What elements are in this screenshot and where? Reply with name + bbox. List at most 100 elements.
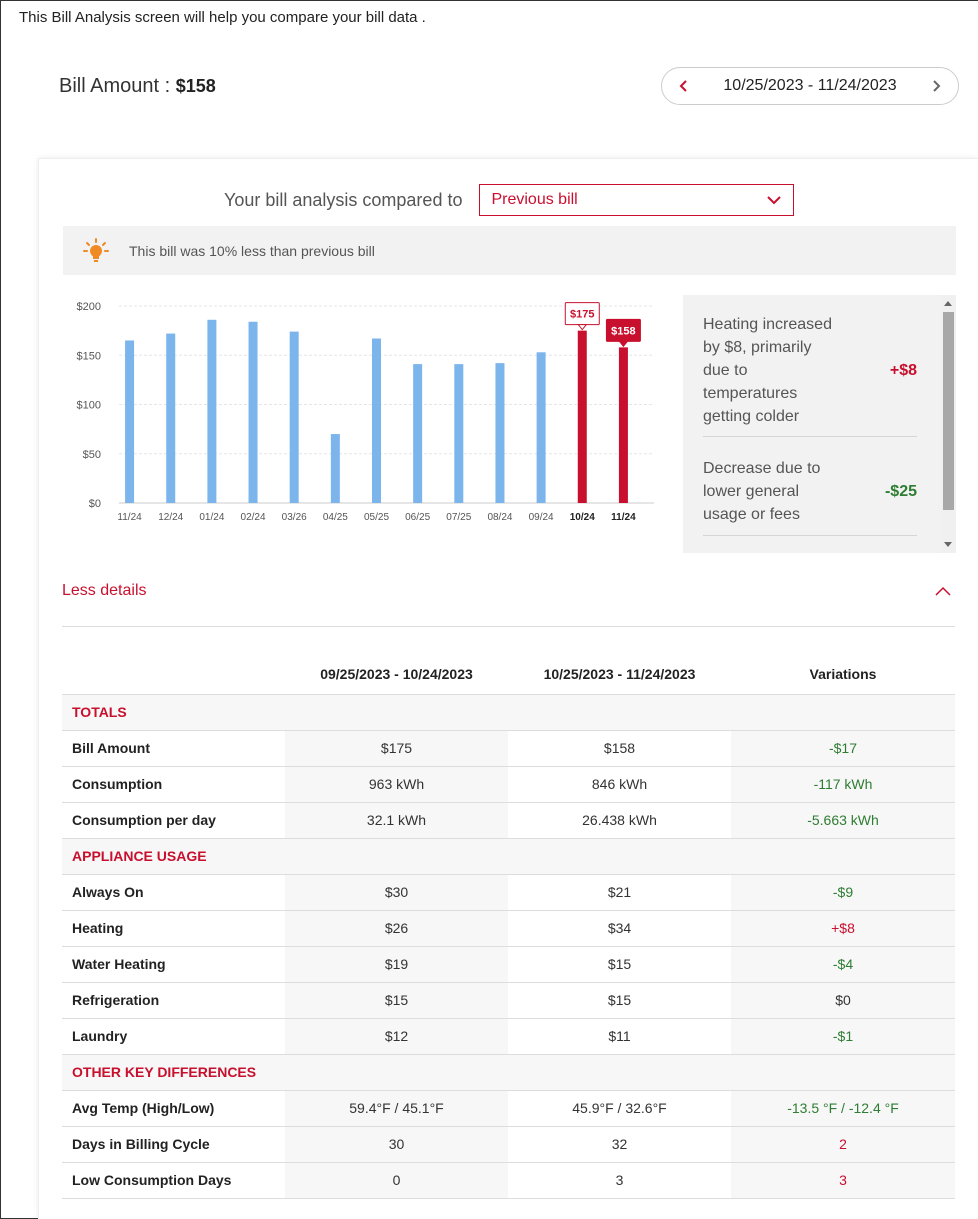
variation-value: -117 kWh: [731, 766, 955, 803]
previous-value: $175: [285, 730, 508, 767]
breakdown-item-value: -$25: [884, 482, 917, 500]
current-value: 846 kWh: [508, 766, 731, 803]
bill-amount-label: Bill Amount :: [59, 75, 176, 97]
data-label: $175: [570, 309, 594, 321]
previous-value: 0: [285, 1162, 508, 1199]
previous-value: $15: [285, 982, 508, 1019]
chart-bar: [289, 331, 299, 503]
current-value: $21: [508, 874, 731, 911]
chevron-right-icon: [933, 80, 941, 92]
comparison-table: 09/25/2023 - 10/24/2023 10/25/2023 - 11/…: [62, 654, 955, 1199]
table-row: Refrigeration $15 $15 $0: [62, 982, 955, 1019]
tip-banner: This bill was 10% less than previous bil…: [63, 226, 956, 275]
compare-label: Your bill analysis compared to: [224, 189, 463, 210]
current-value: $15: [508, 982, 731, 1019]
variation-value: 2: [731, 1126, 955, 1163]
table-row: Laundry $12 $11 -$1: [62, 1018, 955, 1055]
chart-bar: [125, 340, 135, 503]
x-tick-label: 02/24: [241, 512, 266, 523]
table-row: Days in Billing Cycle 30 32 2: [62, 1126, 955, 1163]
intro-text: This Bill Analysis screen will help you …: [19, 9, 426, 26]
y-tick-label: $150: [77, 350, 101, 362]
chart-bar: [413, 364, 423, 503]
breakdown-item-value: +$8: [889, 361, 917, 379]
table-header-blank: [62, 654, 285, 695]
chevron-left-icon: [679, 80, 687, 92]
x-tick-label: 07/25: [446, 512, 471, 523]
billing-period-range: 10/25/2023 - 11/24/2023: [723, 77, 897, 94]
scrollbar-thumb[interactable]: [943, 312, 954, 510]
variation-value: -$1: [731, 1018, 955, 1055]
row-label: Water Heating: [62, 946, 285, 983]
lightbulb-icon: [83, 237, 109, 262]
previous-value: 963 kWh: [285, 766, 508, 803]
previous-period-button[interactable]: [674, 76, 694, 96]
current-value: $15: [508, 946, 731, 983]
x-tick-label: 03/26: [282, 512, 307, 523]
variation-value: $0: [731, 982, 955, 1019]
chart-bar: [207, 319, 217, 503]
table-row: Avg Temp (High/Low) 59.4°F / 45.1°F 45.9°F…: [62, 1090, 955, 1127]
compare-row: Your bill analysis compared to Previous …: [224, 184, 795, 216]
current-value: 26.438 kWh: [508, 802, 731, 839]
x-tick-label: 12/24: [158, 512, 183, 523]
section-title: TOTALS: [62, 694, 955, 731]
y-tick-label: $200: [77, 301, 101, 313]
row-label: Refrigeration: [62, 982, 285, 1019]
chart-bar: [166, 333, 176, 503]
table-header-current-period: 10/25/2023 - 11/24/2023: [508, 654, 731, 695]
y-tick-label: $0: [89, 498, 101, 510]
current-value: $34: [508, 910, 731, 947]
details-toggle[interactable]: Less details: [62, 582, 955, 627]
chevron-up-icon: [935, 586, 951, 596]
scroll-down-arrow-icon[interactable]: [944, 542, 952, 547]
chart-bar: [454, 364, 464, 503]
table-row: Consumption 963 kWh 846 kWh -117 kWh: [62, 766, 955, 803]
bill-amount-value: $158: [175, 76, 216, 96]
chevron-down-icon: [767, 195, 782, 204]
details-toggle-label: Less details: [62, 582, 147, 599]
row-label: Consumption: [62, 766, 285, 803]
comparison-table-body: TOTALS Bill Amount $175 $158 -$17 Consumption…: [62, 694, 955, 1199]
breakdown-item: Heating increased by $8, primarily due t…: [703, 305, 917, 437]
table-row: Heating $26 $34 +$8: [62, 910, 955, 947]
variation-value: 3: [731, 1162, 955, 1199]
chart-bar-highlighted: [618, 347, 628, 503]
previous-value: $19: [285, 946, 508, 983]
breakdown-scrollbar[interactable]: [941, 295, 956, 553]
compare-dropdown-value: Previous bill: [491, 191, 578, 208]
scroll-up-arrow-icon[interactable]: [944, 301, 952, 306]
breakdown-item: Decrease due to lower general usage or f…: [703, 448, 917, 536]
bill-amount: Bill Amount : $158: [59, 75, 216, 98]
x-tick-label: 06/25: [405, 512, 430, 523]
chart-bar: [330, 434, 340, 503]
row-label: Avg Temp (High/Low): [62, 1090, 285, 1127]
table-row: Bill Amount $175 $158 -$17: [62, 730, 955, 767]
data-label-pointer: [618, 340, 629, 348]
variation-value: -13.5 °F / -12.4 °F: [731, 1090, 955, 1127]
row-label: Laundry: [62, 1018, 285, 1055]
x-tick-label: 11/24: [611, 512, 636, 523]
variation-value: -5.663 kWh: [731, 802, 955, 839]
x-tick-label: 10/24: [570, 512, 595, 523]
compare-dropdown[interactable]: Previous bill: [479, 184, 795, 216]
bill-analysis-card: Your bill analysis compared to Previous …: [38, 158, 978, 1219]
chart-bar: [495, 363, 505, 503]
current-value: 45.9°F / 32.6°F: [508, 1090, 731, 1127]
section-title: APPLIANCE USAGE: [62, 838, 955, 875]
table-row: Low Consumption Days 0 3 3: [62, 1162, 955, 1199]
next-period-button[interactable]: [926, 76, 946, 96]
table-header-variations: Variations: [731, 654, 955, 695]
current-value: 3: [508, 1162, 731, 1199]
chart-bar: [536, 352, 546, 503]
breakdown-item-text: Heating increased by $8, primarily due t…: [703, 316, 832, 425]
variation-value: -$17: [731, 730, 955, 767]
y-tick-label: $50: [83, 449, 101, 461]
chart-bar: [248, 321, 258, 503]
variation-value: -$4: [731, 946, 955, 983]
table-header-previous-period: 09/25/2023 - 10/24/2023: [285, 654, 508, 695]
row-label: Bill Amount: [62, 730, 285, 767]
section-header-row: APPLIANCE USAGE: [62, 838, 955, 875]
section-header-row: OTHER KEY DIFFERENCES: [62, 1054, 955, 1091]
y-tick-label: $100: [77, 400, 101, 412]
